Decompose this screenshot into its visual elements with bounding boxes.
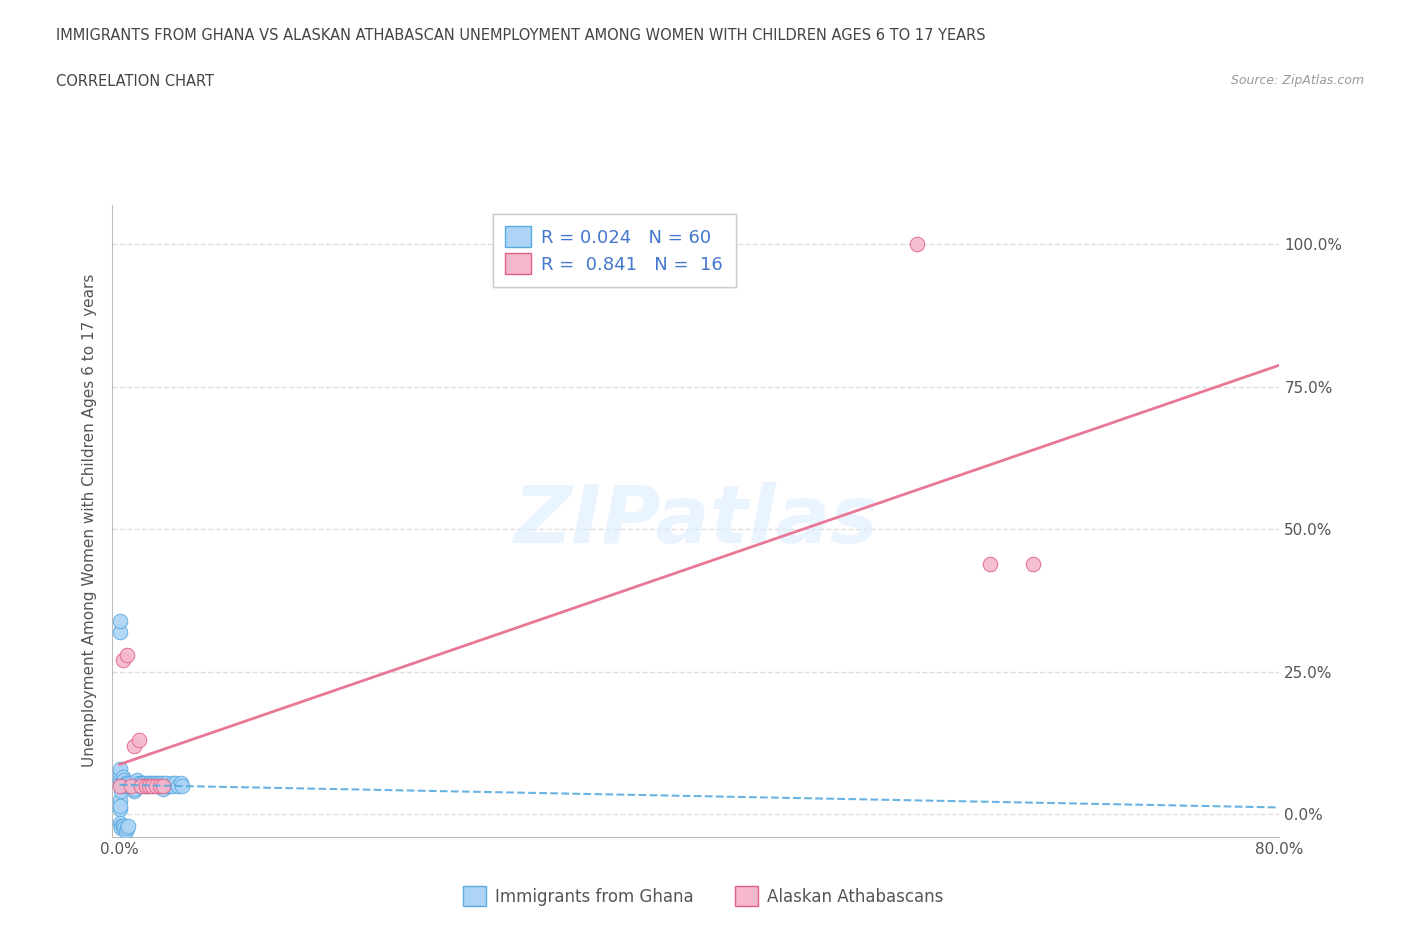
Point [146,778,169,793]
Point [110,821,132,836]
Point [108,778,131,793]
Point [108,816,131,830]
Point [120,778,142,793]
Point [162,778,184,793]
Point [108,798,131,813]
Point [122,784,145,799]
Point [115,778,138,793]
Point [108,801,131,816]
Point [138,776,160,790]
Point [134,778,156,793]
Point [149,778,172,793]
Point [905,237,928,252]
Point [122,781,145,796]
Point [114,778,136,793]
Point [111,773,134,788]
Point [114,776,136,790]
Point [108,767,131,782]
Point [128,776,150,790]
Point [152,778,174,793]
Point [111,770,134,785]
Point [115,647,138,662]
Point [117,776,139,790]
Point [170,778,193,793]
Legend: Immigrants from Ghana, Alaskan Athabascans: Immigrants from Ghana, Alaskan Athabasca… [457,880,949,912]
Point [121,778,143,793]
Point [110,778,132,793]
Point [111,653,134,668]
Point [108,761,131,776]
Point [145,776,167,790]
Point [169,776,191,790]
Point [149,778,172,793]
Text: Source: ZipAtlas.com: Source: ZipAtlas.com [1230,74,1364,87]
Point [148,776,170,790]
Point [156,778,179,793]
Point [163,776,186,790]
Text: CORRELATION CHART: CORRELATION CHART [56,74,214,89]
Point [108,792,131,807]
Point [115,776,138,790]
Point [141,778,163,793]
Point [150,776,173,790]
Point [122,738,145,753]
Text: ZIPatlas: ZIPatlas [513,482,879,560]
Point [110,784,132,799]
Y-axis label: Unemployment Among Women with Children Ages 6 to 17 years: Unemployment Among Women with Children A… [82,274,97,767]
Point [141,778,163,793]
Point [108,773,131,788]
Point [112,821,135,836]
Point [153,778,176,793]
Point [135,776,157,790]
Point [117,818,139,833]
Point [159,778,181,793]
Point [145,778,167,793]
Point [152,781,174,796]
Point [166,778,188,793]
Legend: R = 0.024   N = 60, R =  0.841   N =  16: R = 0.024 N = 60, R = 0.841 N = 16 [492,214,735,287]
Point [111,818,134,833]
Point [131,778,153,793]
Point [136,778,159,793]
Point [139,776,162,790]
Point [135,778,157,793]
Point [108,613,131,628]
Point [129,778,152,793]
Point [115,821,138,836]
Point [979,556,1001,571]
Point [110,818,132,833]
Point [118,778,141,793]
Point [131,776,153,790]
Point [138,778,160,793]
Point [127,773,149,788]
Point [112,776,135,790]
Point [120,776,142,790]
Point [128,733,150,748]
Point [160,776,183,790]
Point [132,776,155,790]
Point [142,776,165,790]
Text: IMMIGRANTS FROM GHANA VS ALASKAN ATHABASCAN UNEMPLOYMENT AMONG WOMEN WITH CHILDR: IMMIGRANTS FROM GHANA VS ALASKAN ATHABAS… [56,28,986,43]
Point [1022,556,1045,571]
Point [108,624,131,639]
Point [114,824,136,839]
Point [155,776,177,790]
Point [112,773,135,788]
